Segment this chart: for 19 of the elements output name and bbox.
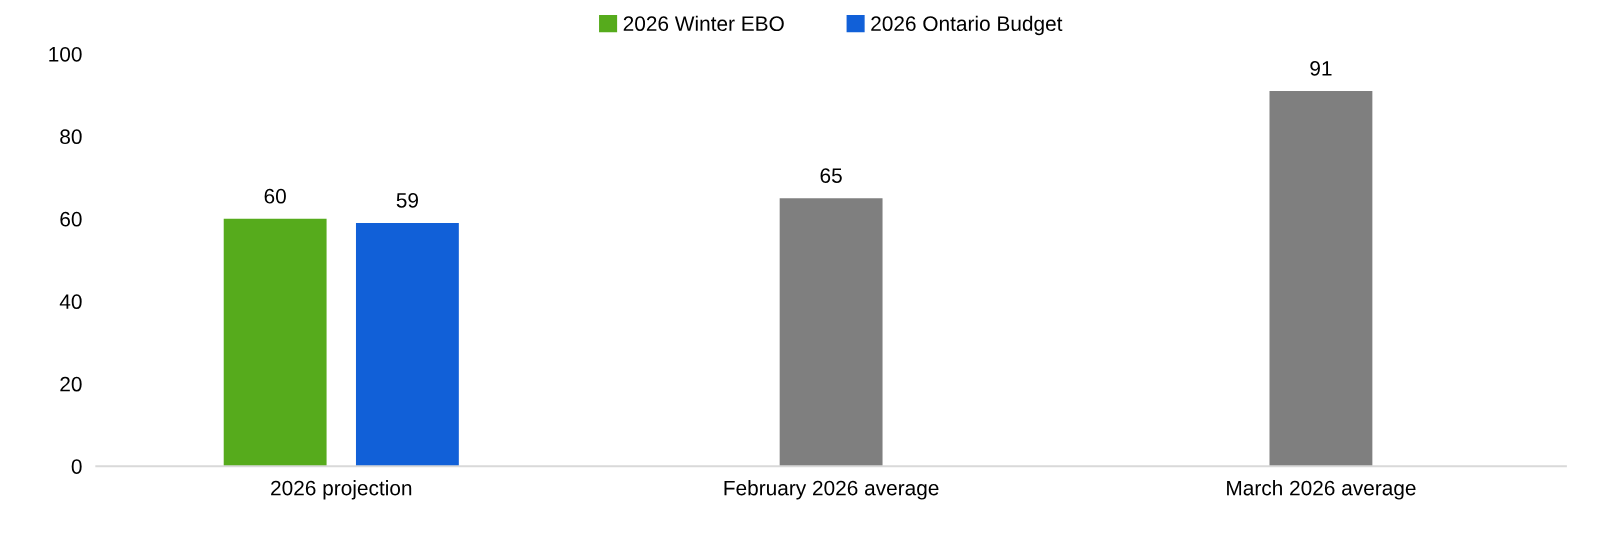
data-label: 59 xyxy=(396,192,418,208)
bar xyxy=(355,222,459,467)
x-tick-label: 2026 projection xyxy=(271,480,412,500)
bar xyxy=(779,198,883,467)
data-label: 60 xyxy=(264,188,286,204)
legend-label: 2026 Ontario Budget xyxy=(871,15,1063,36)
bar xyxy=(223,218,327,467)
legend-label: 2026 Winter EBO xyxy=(623,15,784,32)
data-label: 91 xyxy=(1310,61,1332,76)
y-tick-label: 80 xyxy=(60,129,82,145)
bar xyxy=(1269,91,1373,467)
y-tick-label: 20 xyxy=(60,376,82,392)
data-label: 65 xyxy=(820,168,842,183)
y-tick-label: 100 xyxy=(49,46,82,62)
x-tick-label: March 2026 average xyxy=(1227,480,1416,500)
y-tick-label: 40 xyxy=(59,294,82,310)
y-tick-label: 60 xyxy=(60,211,82,227)
x-tick-label: February 2026 average xyxy=(724,480,939,500)
y-tick-label: 0 xyxy=(71,459,82,474)
